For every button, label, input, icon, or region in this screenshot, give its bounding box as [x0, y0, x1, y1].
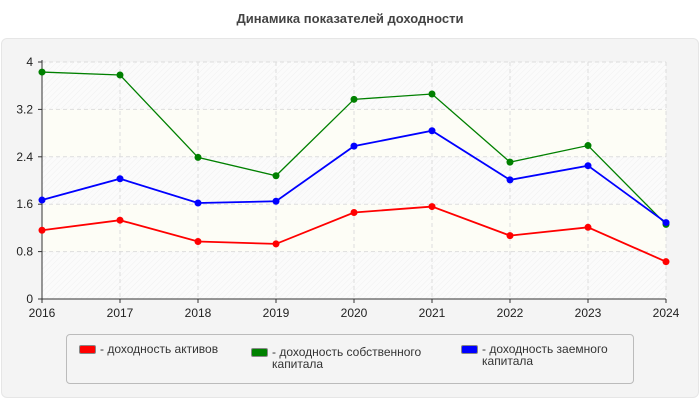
y-tick-label: 1.6: [16, 197, 33, 211]
data-point-2-2017: [116, 175, 124, 183]
legend-swatch: [79, 345, 96, 354]
data-point-1-2022: [506, 158, 514, 166]
data-point-2-2022: [506, 176, 514, 184]
y-tick-label: 0.8: [16, 245, 33, 259]
x-tick-label: 2016: [29, 306, 56, 320]
data-point-1-2017: [116, 71, 124, 79]
y-tick-label: 0: [26, 292, 33, 306]
data-point-1-2020: [350, 95, 358, 103]
data-point-0-2019: [272, 240, 280, 248]
x-tick-label: 2024: [653, 306, 680, 320]
data-point-1-2019: [272, 172, 280, 180]
y-tick-label: 4: [26, 55, 33, 69]
x-tick-label: 2020: [341, 306, 368, 320]
data-point-2-2024: [662, 219, 670, 227]
data-point-0-2024: [662, 258, 670, 266]
y-tick-label: 2.4: [16, 150, 33, 164]
legend-label: доходность собственного капитала: [272, 346, 441, 370]
legend-label: доходность активов: [100, 343, 218, 355]
legend-item-debt: доходность заемного капитала: [461, 343, 626, 367]
data-point-1-2016: [38, 68, 46, 76]
x-tick-label: 2021: [419, 306, 446, 320]
x-tick-label: 2023: [575, 306, 602, 320]
x-tick-label: 2022: [497, 306, 524, 320]
legend: доходность активов доходность собственно…: [66, 334, 634, 384]
data-point-2-2019: [272, 197, 280, 205]
data-point-0-2022: [506, 232, 514, 240]
legend-item-equity: доходность собственного капитала: [251, 346, 441, 370]
chart-title: Динамика показателей доходности: [236, 11, 464, 26]
x-tick-label: 2019: [263, 306, 290, 320]
y-tick-label: 3.2: [16, 102, 33, 116]
data-point-0-2020: [350, 208, 358, 216]
legend-item-assets: доходность активов: [79, 343, 249, 355]
data-point-0-2018: [194, 238, 202, 246]
data-point-2-2021: [428, 127, 436, 135]
data-point-1-2018: [194, 153, 202, 161]
x-tick-label: 2017: [107, 306, 134, 320]
data-point-2-2016: [38, 196, 46, 204]
data-point-1-2021: [428, 90, 436, 98]
data-point-2-2018: [194, 199, 202, 207]
data-point-2-2023: [584, 162, 592, 170]
data-point-0-2017: [116, 216, 124, 224]
data-point-2-2020: [350, 142, 358, 150]
legend-label: доходность заемного капитала: [482, 343, 626, 367]
data-point-1-2023: [584, 142, 592, 150]
x-tick-label: 2018: [185, 306, 212, 320]
legend-swatch: [461, 345, 478, 354]
data-point-0-2021: [428, 203, 436, 211]
legend-swatch: [251, 348, 268, 357]
data-point-0-2016: [38, 226, 46, 234]
data-point-0-2023: [584, 223, 592, 231]
